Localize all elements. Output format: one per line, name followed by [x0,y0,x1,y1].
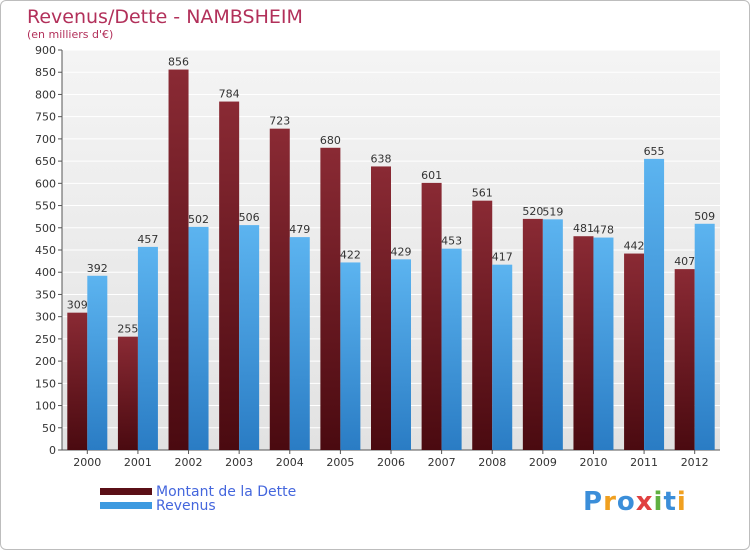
data-label-dette: 481 [573,222,594,235]
y-tick-label: 900 [35,44,56,57]
data-label-revenus: 422 [340,248,361,261]
data-label-revenus: 429 [391,245,412,258]
x-tick-label: 2010 [579,456,607,469]
bar-dette [67,312,88,450]
bar-revenus [289,237,310,450]
x-tick-label: 2011 [630,456,658,469]
data-label-dette: 520 [522,205,543,218]
y-tick-label: 100 [35,400,56,413]
data-label-dette: 255 [117,323,138,336]
data-label-revenus: 479 [289,223,310,236]
data-label-revenus: 457 [137,233,158,246]
data-label-revenus: 478 [593,224,614,237]
bar-revenus [694,223,715,450]
data-label-dette: 561 [472,187,493,200]
bar-dette [168,69,189,451]
x-tick-label: 2000 [73,456,101,469]
logo-letter: i [676,487,687,517]
y-tick-label: 500 [35,222,56,235]
bar-dette [522,218,543,450]
y-tick-label: 50 [42,422,56,435]
bar-dette [219,101,240,451]
bar-dette [624,253,645,450]
data-label-dette: 680 [320,134,341,147]
x-tick-label: 2004 [276,456,304,469]
bar-revenus [391,259,411,450]
bar-dette [674,269,695,450]
y-tick-label: 250 [35,333,56,346]
legend-label-dette: Montant de la Dette [156,484,297,500]
proxiti-logo: Proxiti [583,487,687,517]
bar-revenus [87,275,108,450]
y-tick-label: 650 [35,155,56,168]
data-label-revenus: 519 [542,205,563,218]
chart-subtitle: (en milliers d'€) [27,28,114,41]
data-label-revenus: 506 [239,211,260,224]
bar-dette [269,128,290,450]
data-label-revenus: 453 [441,235,462,248]
y-tick-label: 850 [35,66,56,79]
bar-revenus [137,246,158,450]
bar-dette [573,236,594,450]
bar-dette [117,336,138,450]
x-tick-label: 2002 [175,456,203,469]
bar-dette [421,182,442,450]
data-label-dette: 309 [67,299,88,312]
data-label-revenus: 417 [492,251,513,264]
logo-letter: t [663,487,677,517]
bar-dette [320,147,341,450]
bar-revenus [593,237,614,450]
y-tick-label: 0 [49,444,56,457]
legend-swatch-dette [100,488,152,495]
x-tick-label: 2009 [529,456,557,469]
data-label-dette: 601 [421,169,442,182]
data-label-revenus: 392 [87,262,108,275]
x-tick-label: 2012 [681,456,709,469]
data-label-revenus: 502 [188,213,209,226]
logo-letter: i [653,487,664,517]
data-label-revenus: 509 [694,210,715,223]
logo-letter: o [616,487,636,517]
bar-revenus [542,219,563,450]
y-tick-label: 150 [35,377,56,390]
y-tick-label: 800 [35,88,56,101]
y-tick-label: 400 [35,266,56,279]
bar-revenus [340,262,361,450]
bar-dette [472,200,493,450]
y-tick-label: 600 [35,177,56,190]
bar-dette [371,166,391,450]
y-tick-label: 350 [35,288,56,301]
logo-letter: P [583,487,604,517]
data-label-dette: 442 [624,240,645,253]
bar-revenus [644,158,665,450]
data-label-revenus: 655 [644,145,665,158]
bar-revenus [441,248,462,450]
bar-revenus [188,226,209,450]
logo-letter: r [603,487,617,517]
data-label-dette: 638 [371,152,392,165]
chart-title: Revenus/Dette - NAMBSHEIM [27,6,303,28]
y-tick-label: 450 [35,244,56,257]
data-label-dette: 723 [269,115,290,128]
legend-swatch-revenus [100,502,152,509]
x-tick-label: 2001 [124,456,152,469]
x-tick-label: 2003 [225,456,253,469]
x-tick-label: 2007 [428,456,456,469]
y-tick-label: 550 [35,200,56,213]
y-tick-label: 300 [35,311,56,324]
y-tick-label: 700 [35,133,56,146]
y-tick-label: 200 [35,355,56,368]
legend-label-revenus: Revenus [156,498,216,514]
bar-revenus [492,264,513,450]
x-tick-label: 2008 [478,456,506,469]
data-label-dette: 784 [219,88,240,101]
y-tick-label: 750 [35,111,56,124]
x-tick-label: 2005 [326,456,354,469]
x-tick-label: 2006 [377,456,405,469]
data-label-dette: 407 [674,255,695,268]
bar-revenus [239,225,260,450]
data-label-dette: 856 [168,56,189,69]
logo-letter: x [635,487,654,517]
